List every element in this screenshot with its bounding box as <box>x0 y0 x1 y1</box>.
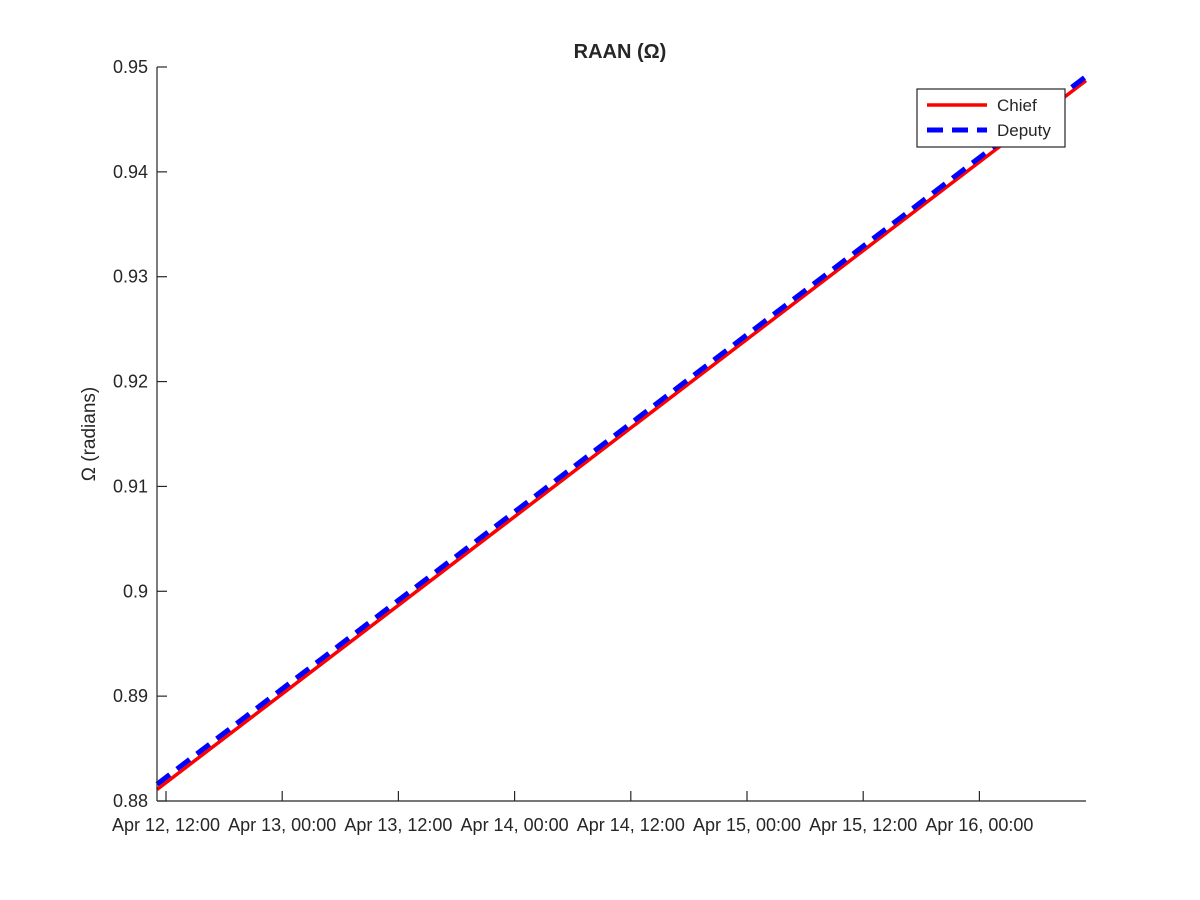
x-tick-label: Apr 13, 00:00 <box>228 815 336 835</box>
x-tick-label: Apr 14, 12:00 <box>577 815 685 835</box>
legend: Chief Deputy <box>916 88 1066 148</box>
x-tick-label: Apr 12, 12:00 <box>112 815 220 835</box>
legend-box <box>916 88 1066 148</box>
x-tick-label: Apr 16, 00:00 <box>925 815 1033 835</box>
y-tick-label: 0.95 <box>113 57 148 77</box>
y-tick-label: 0.91 <box>113 476 148 496</box>
series-line-deputy <box>155 74 1088 787</box>
axes-layer <box>156 67 1086 802</box>
x-tick-label: Apr 14, 00:00 <box>461 815 569 835</box>
series-line-chief <box>155 79 1088 791</box>
legend-label-deputy: Deputy <box>997 121 1051 140</box>
y-tick-label: 0.88 <box>113 791 148 811</box>
x-tick-label: Apr 13, 12:00 <box>344 815 452 835</box>
y-tick-label: 0.93 <box>113 267 148 287</box>
x-tick-label: Apr 15, 00:00 <box>693 815 801 835</box>
chart-title: RAAN (Ω) <box>574 41 667 63</box>
y-tick-label: 0.92 <box>113 372 148 392</box>
legend-label-chief: Chief <box>997 96 1037 115</box>
y-axis-ticks: 0.88 0.89 0.9 0.91 0.92 0.93 0.94 0.95 <box>113 57 167 811</box>
x-axis-ticks: Apr 12, 12:00 Apr 13, 00:00 Apr 13, 12:00 A… <box>112 791 1033 835</box>
y-axis-label: Ω (radians) <box>79 387 100 481</box>
y-tick-label: 0.89 <box>113 686 148 706</box>
y-tick-label: 0.94 <box>113 162 148 182</box>
x-tick-label: Apr 15, 12:00 <box>809 815 917 835</box>
series-layer <box>155 74 1088 791</box>
y-tick-label: 0.9 <box>123 581 148 601</box>
